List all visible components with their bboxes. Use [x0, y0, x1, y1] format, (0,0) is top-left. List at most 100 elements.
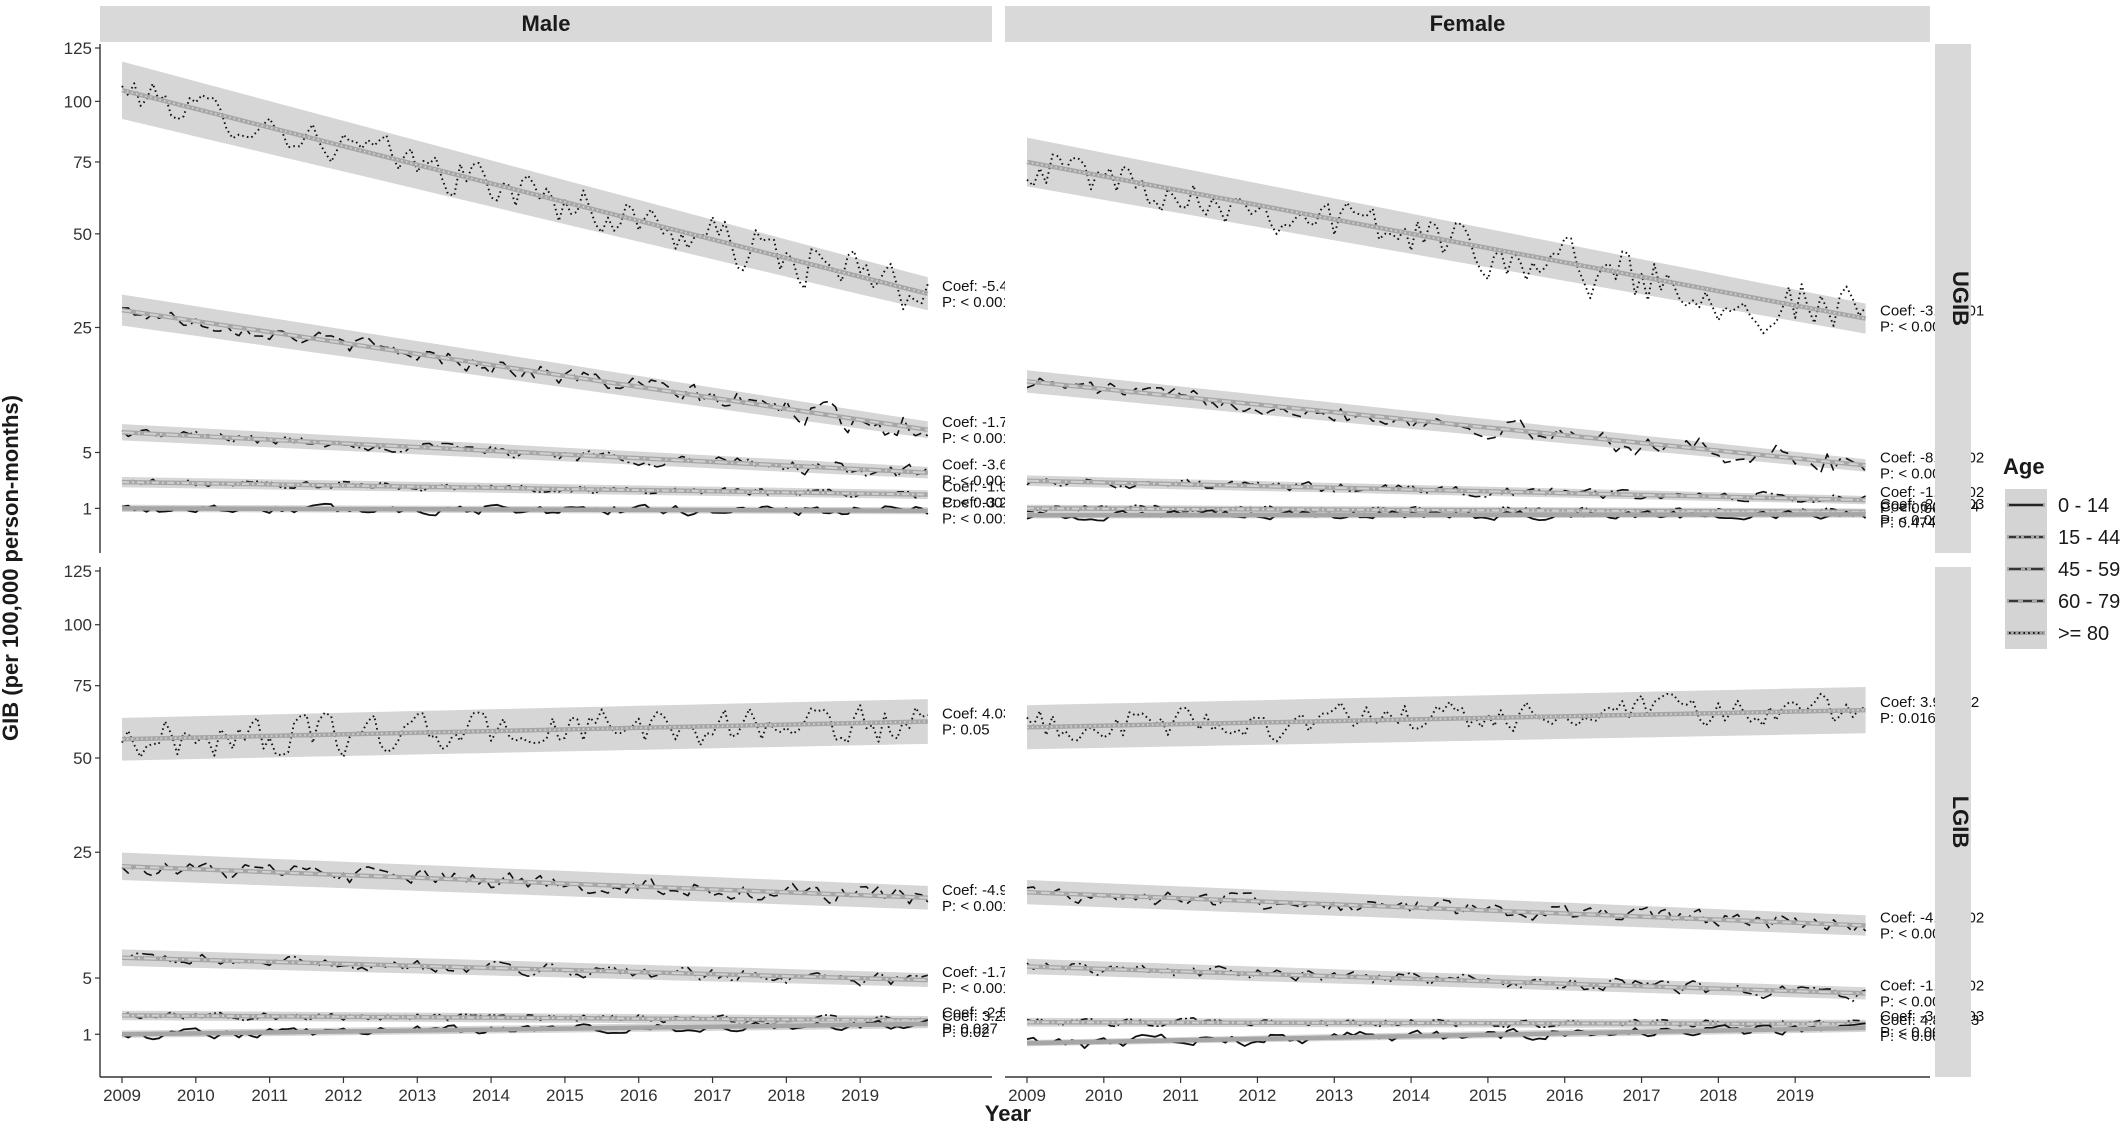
x-tick-label-female-2018: 2018 — [1699, 1086, 1737, 1105]
p-value-label: P: < 0.001 — [1880, 1024, 1949, 1041]
p-value-label: P: < 0.001 — [942, 495, 1011, 512]
p-value-label: P: < 0.001 — [942, 430, 1011, 447]
trend-line — [121, 719, 928, 742]
x-tick-label-male-2015: 2015 — [546, 1086, 584, 1105]
series-0-14: Coef: 3.22e-03P: 0.02 — [121, 1008, 1041, 1041]
trend-line-pattern — [1026, 479, 1866, 502]
x-tick-label-female-2011: 2011 — [1162, 1086, 1199, 1105]
x-axis-title: Year — [985, 1101, 1032, 1126]
x-tick-label-female-2015: 2015 — [1469, 1086, 1507, 1105]
y-tick-label-ugib-75: 75 — [73, 153, 92, 172]
strip-label-female: Female — [1430, 11, 1506, 36]
x-tick-label-male-2011: 2011 — [251, 1086, 288, 1105]
trend-line-pattern — [121, 309, 928, 431]
legend-entry-45-59: 45 - 59 — [2005, 553, 2120, 585]
trend-line-pattern — [1026, 965, 1866, 995]
trend-line-pattern — [121, 865, 928, 899]
p-value-label: P: 0.05 — [942, 721, 990, 738]
x-tick-label-female-2012: 2012 — [1239, 1086, 1277, 1105]
p-value-label: P: < 0.001 — [942, 511, 1011, 528]
x-tick-label-female-2009: 2009 — [1008, 1086, 1046, 1105]
trend-line-pattern — [121, 89, 929, 295]
p-value-label: P: < 0.001 — [1880, 993, 1949, 1010]
y-tick-label-ugib-50: 50 — [73, 225, 92, 244]
y-tick-label-ugib-5: 5 — [83, 443, 92, 462]
legend-label: 45 - 59 — [2058, 559, 2120, 581]
p-value-label: P: 0.016 — [1880, 710, 1936, 727]
data-line — [121, 478, 928, 499]
strip-female — [1005, 6, 1930, 42]
series-ge-80: Coef: 3.98e-02P: 0.016 — [1026, 687, 1979, 750]
trend-line — [1026, 889, 1866, 928]
data-line — [121, 861, 929, 905]
y-tick-label-lgib-75: 75 — [73, 677, 92, 696]
data-line — [121, 704, 929, 758]
series-60-79: Coef: -4.52e-02P: < 0.001 — [1026, 880, 1984, 942]
panel-background — [1005, 567, 1930, 1077]
axes-layer: Year GIB (per 100,000 person-months) 1 5 2… — [0, 39, 1930, 1126]
trend-line-pattern — [1026, 380, 1866, 467]
y-tick-label-lgib-50: 50 — [73, 749, 92, 768]
strip-lgib — [1935, 567, 1971, 1077]
y-tick-label-lgib-125: 125 — [64, 562, 92, 581]
confidence-band — [1027, 137, 1866, 334]
x-tick-label-male-2018: 2018 — [767, 1086, 805, 1105]
legend-label: >= 80 — [2058, 623, 2109, 645]
x-tick-label-female-2017: 2017 — [1623, 1086, 1661, 1105]
trend-line-pattern — [1026, 1021, 1866, 1025]
p-value-label: P: < 0.001 — [1880, 500, 1949, 517]
legend-title: Age — [2003, 454, 2045, 479]
data-line — [1026, 153, 1867, 335]
data-line — [1026, 692, 1866, 743]
p-value-label: P: 0.474 — [1880, 514, 1936, 531]
data-line — [121, 1019, 929, 1041]
y-axis-title: GIB (per 100,000 person-months) — [0, 395, 23, 741]
y-tick-label-lgib-100: 100 — [64, 616, 92, 635]
trend-line — [121, 1021, 928, 1037]
panel-female-lgib: Coef: 3.98e-02P: 0.016 Coef: -4.52e-02P: … — [1005, 567, 1984, 1077]
trend-line — [121, 506, 928, 513]
confidence-band — [122, 294, 928, 439]
y-tick-label-ugib-25: 25 — [73, 318, 92, 337]
x-tick-label-male-2012: 2012 — [325, 1086, 363, 1105]
legend-label: 15 - 44 — [2058, 527, 2120, 549]
legend-entry-15-44: 15 - 44 — [2005, 521, 2120, 553]
strip-label-male: Male — [522, 11, 571, 36]
p-value-label: P: < 0.001 — [1880, 512, 1949, 529]
series-ge-80: Coef: 4.03e-02P: 0.05 — [121, 699, 1041, 761]
trend-line-pattern — [1026, 507, 1866, 513]
x-tick-label-male-2016: 2016 — [620, 1086, 658, 1105]
x-tick-label-male-2013: 2013 — [398, 1086, 436, 1105]
legend: Age 0 - 14 15 - 44 45 - 59 60 - 79 >= 80 — [2003, 454, 2120, 649]
p-value-label: P: < 0.001 — [942, 294, 1011, 311]
series-ge-80: Coef: -3.70e-01P: < 0.001 — [1026, 137, 1984, 336]
p-value-label: P: < 0.001 — [1880, 925, 1949, 942]
x-tick-label-female-2019: 2019 — [1776, 1086, 1814, 1105]
x-tick-label-male-2019: 2019 — [841, 1086, 879, 1105]
legend-entry-ge-80: >= 80 — [2005, 617, 2109, 649]
p-value-label: P: < 0.001 — [942, 473, 1011, 490]
trend-line-pattern — [1026, 709, 1866, 729]
x-tick-label-male-2017: 2017 — [694, 1086, 732, 1105]
trend-line — [1026, 1025, 1866, 1046]
trend-line — [1026, 512, 1866, 518]
p-value-label: P: < 0.001 — [942, 898, 1011, 915]
p-value-label: P: < 0.001 — [1880, 319, 1949, 336]
series-45-59: Coef: -3.68e-02P: < 0.001 — [121, 424, 1046, 490]
series-45-59: Coef: -1.70e-02P: < 0.001 — [121, 949, 1046, 997]
data-line — [1026, 886, 1867, 933]
x-tick-label-female-2014: 2014 — [1392, 1086, 1430, 1105]
p-value-label: P: < 0.001 — [942, 980, 1011, 997]
y-tick-label-lgib-25: 25 — [73, 843, 92, 862]
y-tick-label-ugib-100: 100 — [64, 92, 92, 111]
strip-male — [100, 6, 992, 42]
y-tick-label-lgib-1: 1 — [83, 1025, 92, 1044]
y-tick-label-lgib-5: 5 — [83, 969, 92, 988]
x-tick-label-male-2014: 2014 — [472, 1086, 510, 1105]
trend-line-pattern — [121, 431, 928, 474]
confidence-band — [122, 61, 928, 311]
